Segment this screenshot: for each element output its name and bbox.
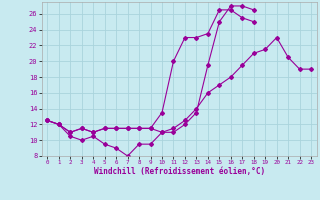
X-axis label: Windchill (Refroidissement éolien,°C): Windchill (Refroidissement éolien,°C) [94, 167, 265, 176]
